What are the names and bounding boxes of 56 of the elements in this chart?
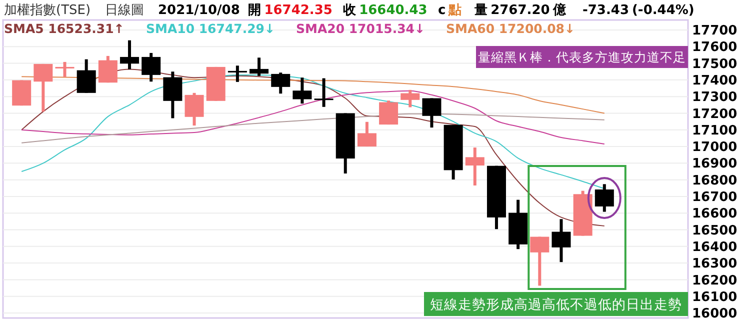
y-tick-label: 17500: [692, 56, 738, 72]
y-tick-label: 16200: [692, 273, 738, 288]
text: 收 16640.43: [343, 3, 428, 18]
y-tick-label: 17700: [692, 24, 738, 39]
y-tick-label: 17300: [692, 90, 738, 106]
candlestick: [98, 56, 118, 83]
y-tick-label: 17600: [692, 40, 738, 56]
candlestick: [314, 78, 334, 107]
y-tick-label: 16500: [692, 223, 738, 238]
text: SMA5 16523.31↑: [4, 21, 124, 36]
candlestick: [55, 62, 74, 77]
y-tick-label: 17200: [692, 106, 738, 122]
text: SMA10 16747.29↓: [146, 21, 275, 36]
y-tick-label: 16600: [692, 206, 738, 222]
candlestick: [552, 219, 571, 262]
y-tick-label: 17400: [692, 73, 738, 88]
text: 量 2767.20 億: [474, 2, 567, 18]
candlestick: [271, 72, 290, 94]
candlestick: [594, 184, 614, 212]
line-series: [21, 90, 605, 145]
line-series: [21, 76, 605, 114]
candlestick: [163, 72, 182, 118]
candlestick: [76, 59, 96, 93]
candlestick: [120, 40, 140, 70]
y-tick-label: 16700: [692, 190, 738, 206]
text: -73.43 (-0.44%): [582, 3, 694, 18]
candlestick: [250, 58, 269, 76]
y-tick-label: 17100: [692, 123, 738, 138]
candlestick: [228, 66, 247, 82]
y-tick-label: 16300: [692, 256, 738, 272]
y-tick-label: 16800: [692, 173, 738, 188]
candlestick: [465, 148, 484, 186]
candlestick: [357, 122, 376, 147]
candlestick: [142, 52, 161, 82]
text: 2021/10/08: [158, 3, 240, 18]
y-tick-label: 16000: [692, 306, 738, 322]
annotation: 短線走勢形成高過高低不過低的日出走勢: [430, 296, 682, 313]
text: SMA60 17200.08↓: [446, 21, 575, 36]
chart-subtitle: 日線圖: [105, 3, 144, 18]
candlestick: [422, 98, 442, 128]
candlestick: [400, 90, 420, 108]
candlestick: [34, 64, 53, 112]
annotation: 量縮黑Ｋ棒．代表多方進攻力道不足: [478, 50, 686, 64]
y-tick-label: 17000: [692, 140, 738, 156]
line-series: [21, 68, 605, 226]
text: 開 16742.35: [248, 3, 332, 18]
text: SMA20 17015.34↓: [296, 21, 425, 36]
y-tick-label: 16900: [692, 156, 738, 172]
candlestick: [184, 92, 204, 126]
candlestick: [379, 100, 398, 125]
candlestick: [530, 236, 550, 286]
text: c 點: [438, 3, 462, 18]
y-tick-label: 16400: [692, 240, 738, 255]
y-tick-label: 16100: [692, 290, 738, 305]
candlestick: [292, 78, 312, 104]
chart-title: 加權指數(TSE): [4, 3, 91, 18]
